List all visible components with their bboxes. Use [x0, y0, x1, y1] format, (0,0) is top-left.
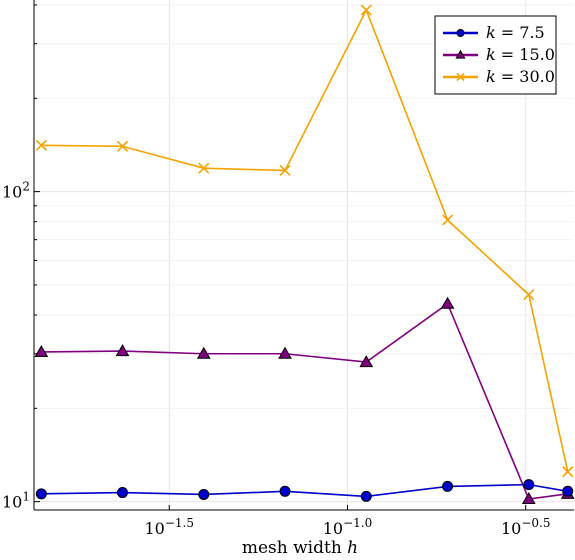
legend-entry: k = 7.5 [443, 23, 545, 42]
y-tick-label: 101 [2, 490, 30, 512]
x-tick-label-base: 10 [144, 519, 164, 538]
marker-circle [279, 485, 291, 497]
marker-triangle [359, 355, 374, 368]
series-line [41, 483, 568, 498]
marker-triangle [455, 49, 466, 59]
legend-label-value: = 7.5 [496, 23, 545, 42]
y-tick-label: 102 [2, 180, 30, 202]
y-tick-label-base: 10 [2, 183, 22, 202]
x-tick-label-exponent: −1.5 [165, 516, 194, 530]
legend-label-value: = 30.0 [496, 67, 555, 86]
x-tick-label-base: 10 [323, 519, 343, 538]
x-axis-label-variable: h [347, 538, 358, 558]
series-layer [34, 4, 575, 505]
x-axis-label-text: mesh width [242, 538, 347, 558]
series-k-7-5 [35, 479, 574, 502]
marker-circle [523, 479, 535, 491]
marker-circle [442, 480, 454, 492]
x-tick-label-exponent: −0.5 [521, 516, 550, 530]
legend: k = 7.5k = 15.0k = 30.0 [434, 15, 557, 95]
marker-triangle [440, 296, 455, 309]
marker-circle [360, 490, 372, 502]
legend-label-variable: k [486, 23, 496, 42]
marker-x [456, 72, 465, 82]
y-tick-label-exponent: 2 [22, 180, 30, 194]
marker-circle [116, 487, 128, 499]
marker-x [442, 214, 454, 226]
series-line [41, 8, 569, 472]
marker-x [35, 139, 47, 151]
legend-label-variable: k [486, 45, 496, 64]
marker-circle [562, 485, 574, 497]
legend-label: k = 7.5 [486, 23, 545, 42]
legend-entry: k = 15.0 [443, 45, 555, 64]
marker-triangle [278, 346, 292, 359]
marker-triangle [196, 346, 211, 359]
marker-triangle [521, 491, 536, 505]
x-axis-label: mesh width h [242, 538, 358, 558]
x-tick-label-exponent: −1.0 [343, 516, 372, 530]
x-tick-label-base: 10 [501, 519, 521, 538]
marker-x [279, 164, 291, 177]
marker-triangle [34, 344, 49, 357]
x-tick-label: 10−1.5 [144, 516, 194, 538]
y-tick-label-base: 10 [2, 493, 22, 512]
y-tick-label-exponent: 1 [22, 490, 30, 504]
legend-label: k = 30.0 [486, 67, 555, 86]
legend-label-variable: k [486, 67, 496, 86]
marker-x [562, 466, 574, 478]
marker-x [523, 289, 535, 301]
x-tick-label: 10−0.5 [501, 516, 551, 538]
marker-circle [198, 488, 210, 500]
marker-x [198, 162, 210, 174]
series-k-30-0 [35, 4, 574, 478]
marker-x [360, 4, 372, 16]
marker-circle [35, 488, 47, 500]
marker-x [116, 140, 129, 152]
series-line [41, 302, 568, 500]
marker-circle [456, 29, 465, 37]
x-tick-label: 10−1.0 [323, 516, 373, 538]
marker-triangle [115, 344, 130, 357]
legend-entry: k = 30.0 [443, 67, 555, 86]
legend-label: k = 15.0 [486, 45, 555, 64]
legend-label-value: = 15.0 [496, 45, 555, 64]
